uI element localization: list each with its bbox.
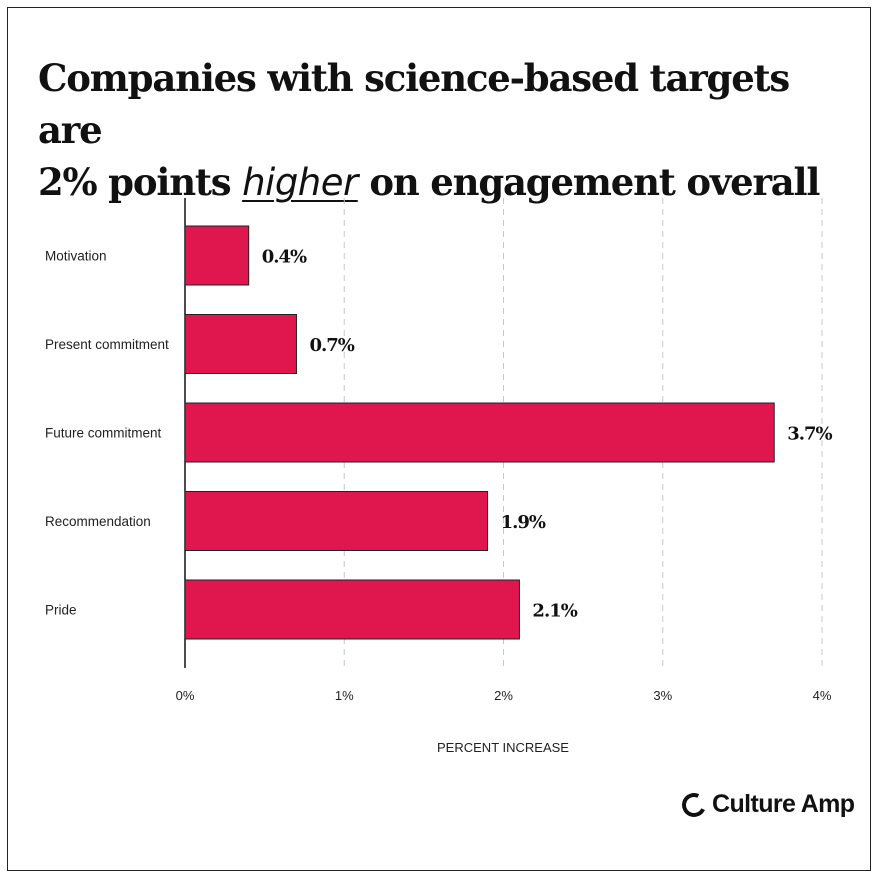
category-label: Future commitment bbox=[45, 426, 162, 441]
x-tick-label: 1% bbox=[335, 688, 354, 703]
bar bbox=[184, 491, 489, 551]
chart-title: Companies with science-based targets are… bbox=[38, 52, 838, 209]
data-label: 3.7% bbox=[787, 424, 832, 445]
culture-amp-logo-icon bbox=[678, 789, 710, 820]
bar bbox=[184, 314, 297, 374]
x-tick-label: 4% bbox=[813, 688, 832, 703]
x-tick-label: 3% bbox=[653, 688, 672, 703]
data-label: 0.7% bbox=[309, 335, 354, 356]
x-tick-label: 2% bbox=[494, 688, 513, 703]
data-label: 1.9% bbox=[501, 512, 546, 533]
bar bbox=[184, 225, 250, 286]
category-label: Pride bbox=[45, 603, 77, 618]
culture-amp-logo: Culture Amp bbox=[678, 789, 855, 820]
title-highlight: higher bbox=[242, 161, 358, 204]
title-line-2-pre: 2% points bbox=[38, 160, 243, 204]
x-tick-label: 0% bbox=[176, 688, 195, 703]
title-line-2: 2% points higher on engagement overall bbox=[38, 156, 838, 209]
x-axis-title: PERCENT INCREASE bbox=[437, 740, 569, 755]
title-line-2-post: on engagement overall bbox=[357, 160, 820, 204]
bar bbox=[184, 402, 775, 463]
title-line-1: Companies with science-based targets are bbox=[38, 56, 790, 152]
category-label: Present commitment bbox=[45, 337, 169, 352]
data-label: 2.1% bbox=[532, 601, 577, 622]
bar bbox=[184, 579, 520, 640]
brand-name: Culture Amp bbox=[712, 790, 855, 818]
data-label: 0.4% bbox=[262, 247, 307, 268]
category-label: Motivation bbox=[45, 249, 107, 264]
category-label: Recommendation bbox=[45, 514, 151, 529]
